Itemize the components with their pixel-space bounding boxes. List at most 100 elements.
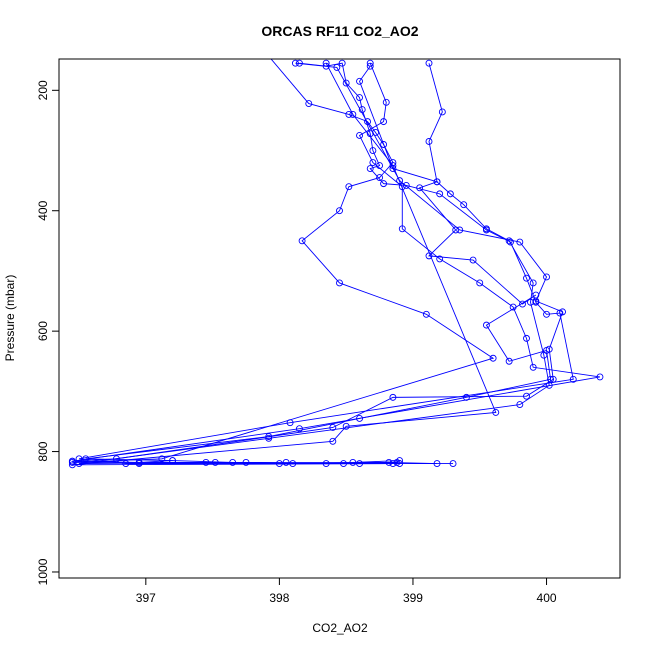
data-point-6-17 <box>265 433 273 440</box>
series-line-7 <box>72 63 497 466</box>
x-tick-label-398: 398 <box>269 591 289 605</box>
data-point-6-2 <box>356 77 363 85</box>
data-point-2-5 <box>356 94 363 101</box>
series-line-6 <box>85 65 552 462</box>
data-point-6-1 <box>366 62 374 70</box>
x-tick-label-397: 397 <box>136 591 156 605</box>
data-point-4-14 <box>265 434 273 442</box>
x-tick-label-400: 400 <box>537 591 557 605</box>
y-tick-label-1000: 1000 <box>36 558 50 585</box>
data-point-4-6 <box>460 201 468 209</box>
data-point-1-2 <box>305 100 313 108</box>
data-point-3-11 <box>523 334 530 342</box>
data-point-4-13 <box>516 401 524 409</box>
data-point-4-16 <box>211 458 219 466</box>
data-point-5-15 <box>68 457 76 465</box>
y-tick-label-800: 800 <box>36 441 50 461</box>
data-point-7-1 <box>322 59 330 67</box>
series-line-2 <box>78 62 574 465</box>
data-point-2-20 <box>569 375 577 383</box>
data-point-6-9 <box>519 300 526 308</box>
data-point-6-16 <box>356 415 363 422</box>
data-point-2-4 <box>342 79 350 87</box>
data-point-2-18 <box>543 310 550 318</box>
data-point-3-7 <box>398 225 406 233</box>
data-point-3-5 <box>369 159 377 167</box>
chart-title: ORCAS RF11 CO2_AO2 <box>261 23 418 39</box>
data-point-5-3 <box>396 177 404 185</box>
data-point-1-24 <box>449 460 457 468</box>
data-point-6-6 <box>452 226 460 234</box>
data-point-1-14 <box>489 354 497 362</box>
data-point-4-10 <box>527 298 534 306</box>
series-line-4 <box>78 63 550 465</box>
data-point-3-6 <box>398 183 406 191</box>
y-tick-label-200: 200 <box>36 80 50 100</box>
data-point-1-12 <box>336 279 343 287</box>
data-point-1-19 <box>349 458 357 466</box>
data-point-6-11 <box>482 321 490 329</box>
data-point-4-1 <box>425 59 433 67</box>
data-point-6-13 <box>543 346 550 354</box>
data-point-2-10 <box>366 165 374 173</box>
series-line-5 <box>72 62 564 462</box>
data-point-6-8 <box>469 256 477 264</box>
data-point-6-5 <box>416 184 424 192</box>
data-point-7-8 <box>389 460 397 468</box>
data-point-4-2 <box>438 108 446 116</box>
data-point-3-2 <box>382 98 390 106</box>
data-point-2-13 <box>436 190 444 198</box>
data-point-4-7 <box>482 225 490 233</box>
data-point-2-15 <box>507 238 514 246</box>
data-point-5-12 <box>389 393 397 401</box>
plot-layer <box>68 42 604 469</box>
data-point-1-11 <box>298 237 306 245</box>
data-point-3-21 <box>385 458 393 466</box>
data-point-6-19 <box>169 457 176 465</box>
data-point-3-8 <box>436 255 444 263</box>
plot-frame <box>58 58 621 579</box>
data-point-3-14 <box>295 425 303 433</box>
data-point-3-12 <box>529 363 537 371</box>
data-point-7-7 <box>68 461 76 469</box>
data-point-5-1 <box>291 59 299 67</box>
series-group <box>68 42 604 469</box>
data-point-3-4 <box>356 132 363 139</box>
y-tick-label-600: 600 <box>36 321 50 341</box>
data-point-3-3 <box>380 118 388 126</box>
data-point-5-11 <box>523 392 530 400</box>
data-point-7-3 <box>389 162 397 170</box>
data-point-6-4 <box>433 178 441 186</box>
data-point-5-4 <box>456 226 464 234</box>
data-point-6-15 <box>462 393 470 401</box>
data-point-7-2 <box>349 110 357 118</box>
data-point-1-8 <box>376 174 384 182</box>
data-point-1-15 <box>158 455 166 463</box>
data-point-1-1 <box>256 42 262 48</box>
data-point-2-22 <box>75 455 83 463</box>
data-point-7-6 <box>329 437 337 445</box>
data-point-2-21 <box>286 419 294 427</box>
data-point-2-11 <box>380 180 388 188</box>
x-axis-label: CO2_AO2 <box>312 621 368 635</box>
data-point-4-3 <box>425 138 433 145</box>
data-point-1-13 <box>422 310 430 318</box>
data-point-6-18 <box>82 455 90 463</box>
data-point-1-9 <box>345 183 353 191</box>
data-point-7-4 <box>492 408 500 416</box>
data-point-3-16 <box>135 458 143 466</box>
data-point-6-14 <box>547 375 554 383</box>
axis-layer: 397 398 399 400 200 400 600 800 1000 <box>36 58 621 605</box>
data-point-5-6 <box>543 273 550 281</box>
data-point-3-13 <box>596 373 604 381</box>
data-point-2-12 <box>402 181 410 189</box>
data-point-1-6 <box>380 141 388 148</box>
data-point-5-8 <box>559 308 567 316</box>
x-tick-label-399: 399 <box>403 591 423 605</box>
data-point-3-1 <box>366 59 374 67</box>
data-point-3-22 <box>433 460 441 468</box>
data-point-4-9 <box>529 279 537 287</box>
data-point-4-5 <box>446 190 454 198</box>
